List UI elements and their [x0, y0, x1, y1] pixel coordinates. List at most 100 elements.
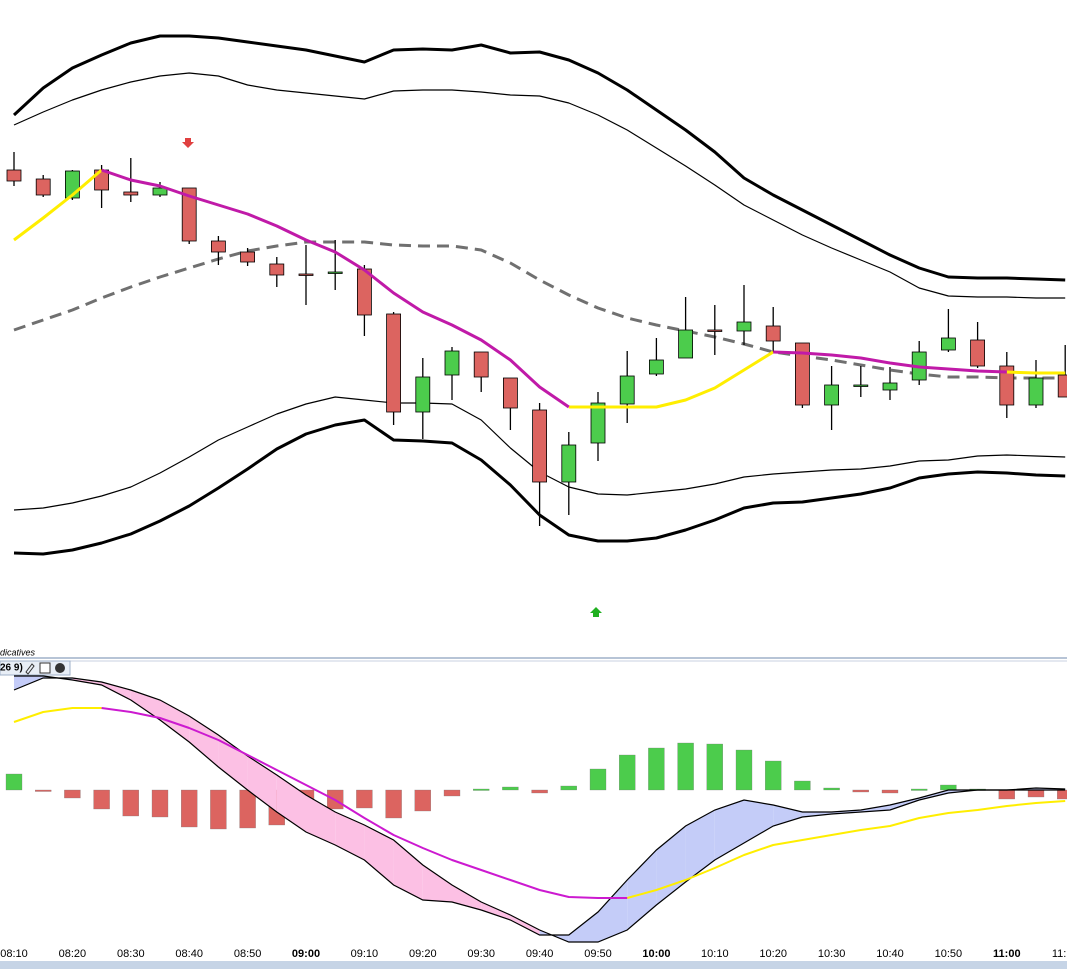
settings-icon[interactable] — [25, 663, 35, 675]
histogram-bar — [473, 788, 490, 791]
trend-rising-line — [13, 707, 1066, 899]
candle-body — [649, 359, 664, 375]
histogram-bar — [735, 749, 753, 791]
candle-body — [298, 273, 314, 276]
macd-line — [14, 675, 1066, 936]
candle-body — [181, 187, 197, 242]
candle-body — [532, 409, 547, 483]
x-tick-label: 09:10 — [351, 948, 379, 960]
x-tick-label: 09:00 — [292, 948, 320, 960]
histogram-bar — [181, 789, 198, 828]
histogram-bar — [64, 789, 81, 799]
close-icon[interactable] — [55, 663, 65, 673]
histogram-bar — [385, 789, 402, 819]
cloud-fill — [393, 840, 423, 900]
cloud-fill — [714, 800, 744, 860]
x-tick-label: 10:40 — [876, 948, 904, 960]
candle-body — [853, 384, 869, 387]
cloud-fill — [685, 810, 715, 882]
ma-rising-line — [13, 168, 1066, 409]
candle-body — [941, 337, 956, 351]
x-tick-label: 09:50 — [584, 948, 612, 960]
buy-arrow — [590, 607, 602, 617]
histogram-bar — [1027, 789, 1045, 798]
candle-body — [1028, 377, 1044, 406]
candle-body — [678, 329, 693, 359]
cloud-fill — [627, 850, 657, 930]
sell-arrow — [182, 138, 194, 148]
candle-body — [356, 268, 372, 316]
status-bar — [0, 961, 1067, 969]
indicator-label: 26 9) — [0, 663, 23, 674]
histogram-bar — [648, 747, 665, 791]
histogram-bar — [502, 786, 519, 791]
histogram-bar — [531, 789, 548, 794]
ma-falling-line — [101, 168, 1007, 409]
histogram-bar — [619, 754, 636, 791]
cloud-fill — [218, 735, 248, 790]
histogram-bar — [794, 780, 811, 791]
candle-body — [210, 240, 226, 253]
histogram-bar — [998, 789, 1015, 800]
candle-body — [386, 313, 402, 413]
histogram-bar — [765, 760, 782, 791]
cloud-fill — [101, 682, 131, 700]
candle-body — [6, 169, 22, 182]
cloud-fill — [276, 775, 306, 832]
histogram-bar — [589, 768, 607, 791]
histogram-bar — [35, 789, 52, 792]
histogram-bar — [823, 787, 840, 791]
indicator-group: dicatives — [0, 647, 36, 657]
x-tick-label: 08:50 — [234, 948, 262, 960]
candle-body — [444, 350, 460, 376]
candle-body — [473, 351, 489, 378]
candle-body — [415, 376, 431, 413]
candle-body — [970, 339, 985, 367]
plot-area: 08:10 08:20 08:30 08:40 08:50 09:00 09:10 09:20… — [0, 34, 1067, 960]
candle-body — [561, 444, 577, 483]
trend-falling-line — [101, 707, 628, 899]
histogram-bar — [122, 789, 139, 817]
histogram-bar — [239, 789, 256, 829]
candle-body — [1057, 374, 1067, 398]
signal-line — [13, 677, 1066, 943]
candle-body — [765, 325, 781, 342]
cloud-fill — [306, 795, 336, 845]
x-tick-label: 08:30 — [117, 948, 145, 960]
candle-body — [35, 178, 51, 196]
histogram-bar — [443, 789, 461, 797]
x-tick-label: 10:20 — [759, 948, 787, 960]
x-tick-label: 09:40 — [526, 948, 554, 960]
x-tick-label: 08:20 — [59, 948, 87, 960]
candle-body — [795, 342, 810, 406]
candle-body — [123, 191, 139, 196]
histogram-bar — [93, 789, 110, 810]
cloud-fill — [247, 756, 277, 812]
cloud-fill — [773, 805, 803, 826]
outer-upper-line — [12, 34, 1066, 282]
candle-body — [619, 375, 635, 405]
candle-body — [269, 263, 285, 276]
candle-body — [502, 377, 518, 409]
histogram-bar — [852, 789, 869, 793]
x-tick-label: 11:00 — [993, 948, 1021, 960]
maximize-icon[interactable] — [39, 662, 51, 674]
x-tick-label: 08:10 — [0, 948, 28, 960]
x-tick-label: 09:20 — [409, 948, 437, 960]
histogram-bar — [881, 789, 899, 794]
cloud-fill — [481, 902, 511, 920]
candle-body — [824, 384, 839, 406]
candle-body — [999, 365, 1015, 406]
x-tick-label: 10:50 — [935, 948, 963, 960]
inner-upper-line — [13, 72, 1066, 299]
candle-body — [736, 321, 752, 332]
histogram-bar — [911, 788, 928, 791]
candle-body — [707, 329, 723, 332]
indicator-toolbar — [0, 660, 71, 676]
histogram-bar — [5, 773, 23, 791]
toolbar-icons[interactable] — [25, 662, 65, 675]
histogram-bar — [706, 743, 723, 791]
candle-body — [590, 402, 606, 444]
